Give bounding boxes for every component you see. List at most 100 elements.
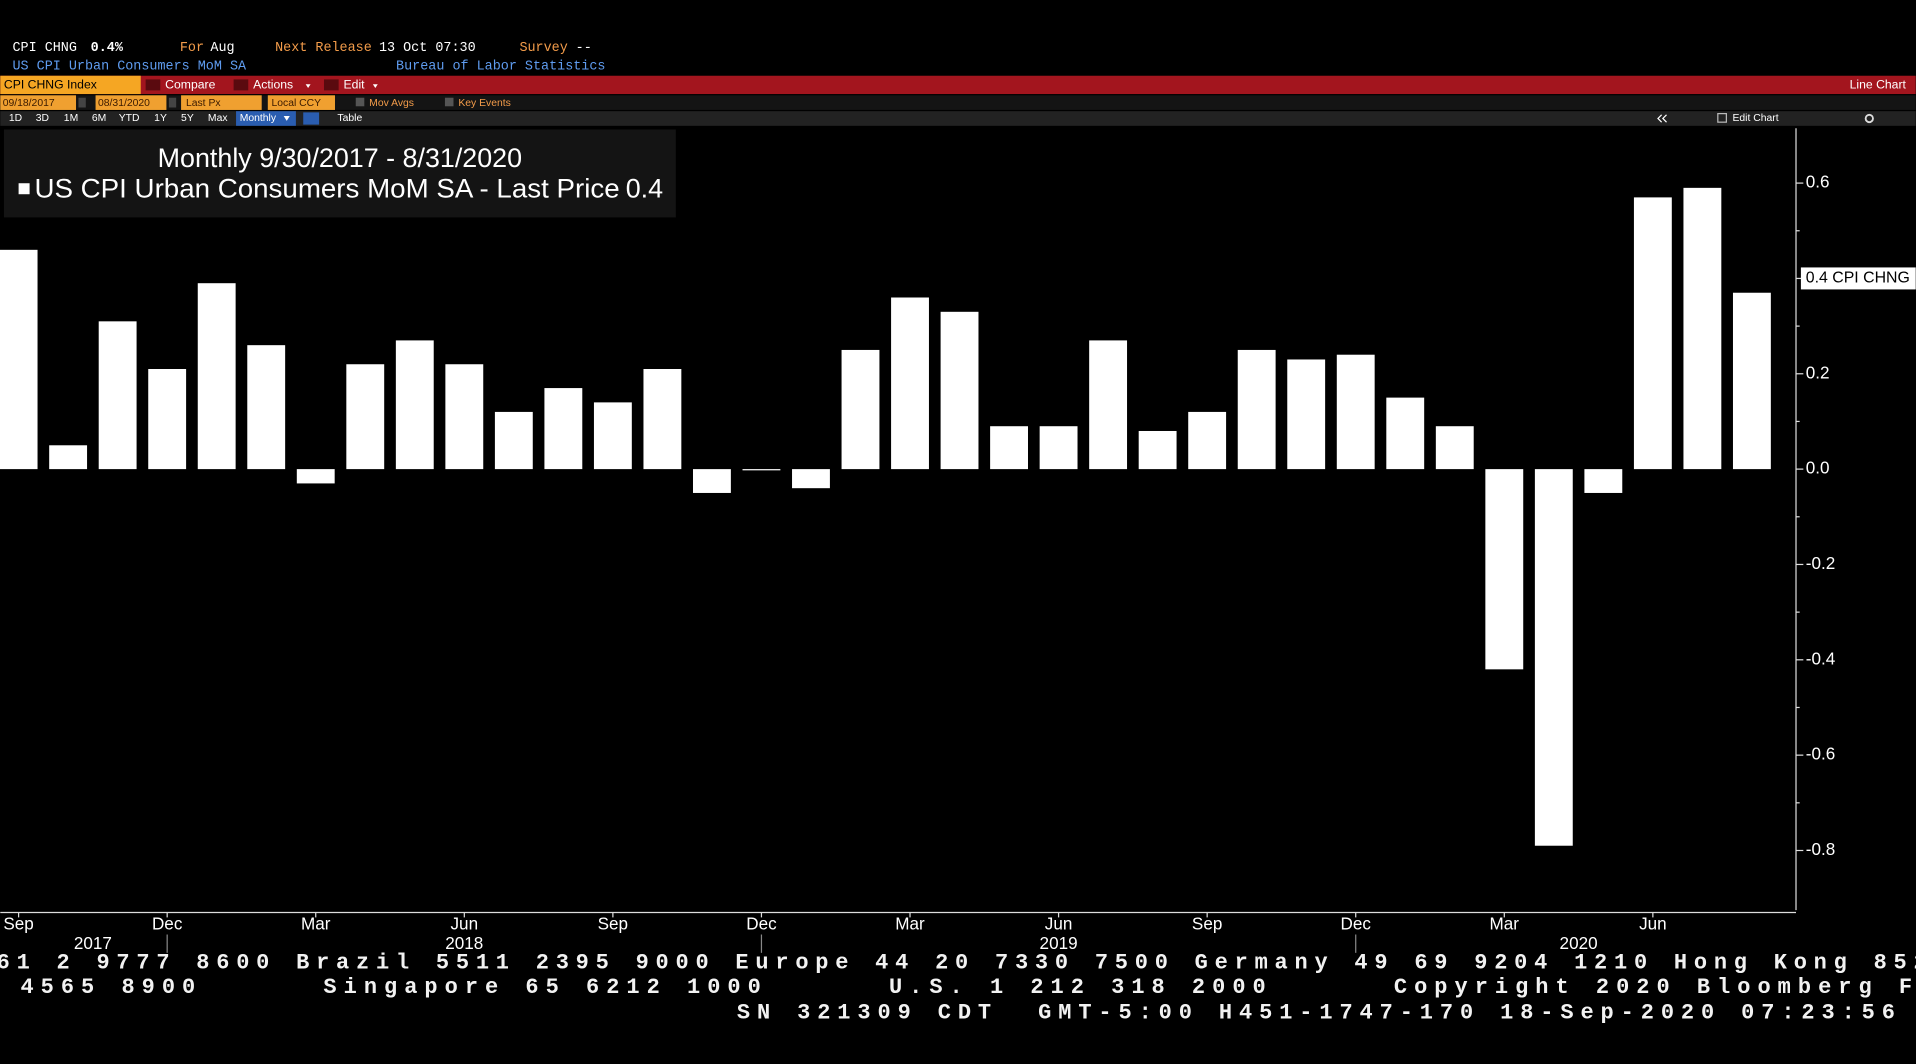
x-tick-label: Jun <box>451 914 479 933</box>
menu-compare[interactable]: Compare <box>165 78 215 92</box>
y-tick-label: -0.2 <box>1806 554 1835 573</box>
bar <box>1633 197 1672 470</box>
bar <box>792 469 830 489</box>
menu-icon <box>145 79 161 91</box>
bar <box>1336 354 1375 470</box>
date-box[interactable] <box>95 95 167 110</box>
period[interactable]: 5Y <box>181 113 194 124</box>
bar <box>346 364 385 470</box>
date-box[interactable] <box>0 95 77 110</box>
bar <box>692 469 731 493</box>
checkbox[interactable] <box>355 97 365 107</box>
next-release-label: Next Release <box>275 41 372 56</box>
bar <box>445 364 484 470</box>
year-label: 2019 <box>1040 934 1078 953</box>
survey-value: -- <box>576 41 592 56</box>
x-tick-label: Jun <box>1045 914 1073 933</box>
bar <box>148 369 187 470</box>
bar <box>1039 426 1078 470</box>
view[interactable]: Line Chart <box>1850 78 1907 92</box>
bar <box>544 388 583 470</box>
bar <box>1584 469 1623 493</box>
price-tag: 0.4 CPI CHNG <box>1806 270 1910 287</box>
year-label: 2017 <box>74 934 112 953</box>
field-box[interactable] <box>181 95 262 110</box>
collapse-icon[interactable] <box>1657 114 1667 123</box>
y-tick-label: -0.6 <box>1806 745 1835 764</box>
period[interactable]: 6M <box>92 113 106 124</box>
edit-chart[interactable]: Edit Chart <box>1732 113 1778 124</box>
frequency[interactable]: Monthly <box>240 113 277 124</box>
year-label: 2018 <box>445 934 483 953</box>
bar <box>841 349 880 470</box>
legend-box <box>3 129 676 218</box>
option-mov-avgs[interactable]: Mov Avgs <box>369 98 414 109</box>
bar <box>296 469 335 484</box>
menu-edit[interactable]: Edit <box>344 78 366 92</box>
bar <box>990 426 1028 470</box>
period[interactable]: 1D <box>9 113 22 124</box>
currency[interactable]: Local CCY <box>271 98 321 109</box>
settings-bar <box>0 95 1916 110</box>
menu-actions[interactable]: Actions <box>253 78 293 92</box>
checkbox[interactable] <box>444 97 454 107</box>
dropdown-arrow <box>305 84 311 88</box>
footer-line: 61 2 9777 8600 Brazil 5511 2395 9000 Eur… <box>0 950 1916 975</box>
bar <box>395 340 434 470</box>
bar <box>1732 292 1771 470</box>
for-value: Aug <box>210 41 234 56</box>
period[interactable]: 1M <box>64 113 78 124</box>
menu-icon <box>323 79 339 91</box>
x-tick-label: Mar <box>895 914 925 933</box>
table-toggle[interactable]: Table <box>337 113 362 124</box>
currency-box[interactable] <box>267 95 335 110</box>
period[interactable]: Max <box>208 113 228 124</box>
bar <box>891 297 929 470</box>
chart-type-icon[interactable] <box>303 112 320 125</box>
bar <box>940 311 979 470</box>
year-label: 2020 <box>1560 934 1598 953</box>
bar <box>0 249 38 470</box>
last: 0.4% <box>91 41 124 56</box>
bar <box>98 321 137 470</box>
security[interactable]: CPI CHNG Index <box>4 78 97 92</box>
y-tick-label: 0.2 <box>1806 363 1830 382</box>
bar <box>1237 349 1276 470</box>
menu-bar <box>0 75 1916 95</box>
bar <box>1287 359 1326 470</box>
frequency-box[interactable] <box>236 111 296 126</box>
x-tick-label: Jun <box>1639 914 1667 933</box>
x-tick-label: Sep <box>1192 914 1222 933</box>
bar <box>247 345 286 470</box>
period[interactable]: YTD <box>119 113 140 124</box>
ticker: CPI CHNG <box>12 41 76 56</box>
x-tick-label: Sep <box>598 914 628 933</box>
legend-title: Monthly 9/30/2017 - 8/31/2020 <box>158 143 522 173</box>
settings-icon[interactable] <box>1864 113 1874 124</box>
period[interactable]: 3D <box>36 113 49 124</box>
date-icon <box>78 97 86 108</box>
price-tag-box <box>1800 267 1916 290</box>
period-bar <box>0 111 1916 126</box>
bar <box>1138 430 1177 470</box>
bar <box>1683 187 1722 470</box>
legend-swatch <box>18 183 30 195</box>
next-release-value: 13 Oct 07:30 <box>379 41 476 56</box>
source: Bureau of Labor Statistics <box>396 60 605 75</box>
x-tick-label: Mar <box>1490 914 1520 933</box>
footer-line: 4565 8900 Singapore 65 6212 1000 U.S. 1 … <box>0 975 1912 1000</box>
x-tick-label: Mar <box>301 914 331 933</box>
menu-icon <box>233 79 249 91</box>
security-box[interactable] <box>0 75 141 95</box>
bar <box>1485 469 1524 670</box>
period[interactable]: 1Y <box>154 113 167 124</box>
end-date[interactable]: 08/31/2020 <box>98 98 150 109</box>
y-tick-label: -0.8 <box>1806 840 1835 859</box>
field[interactable]: Last Px <box>186 98 221 109</box>
bar <box>49 445 88 470</box>
start-date[interactable]: 09/18/2017 <box>3 98 55 109</box>
legend-entry: US CPI Urban Consumers MoM SA - Last Pri… <box>34 174 619 204</box>
option-key-events[interactable]: Key Events <box>458 98 510 109</box>
